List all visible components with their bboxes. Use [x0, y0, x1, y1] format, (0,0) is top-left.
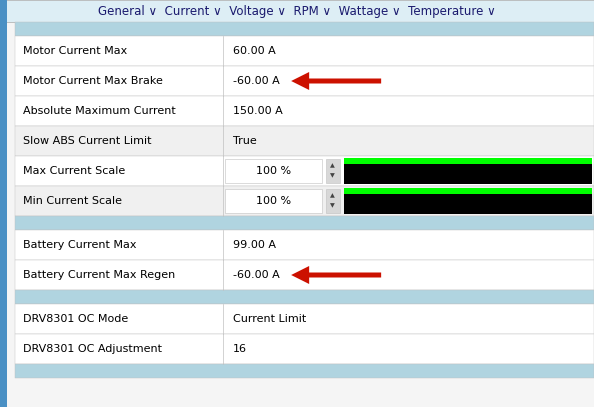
Text: DRV8301 OC Mode: DRV8301 OC Mode — [23, 314, 128, 324]
Bar — [15, 36, 594, 66]
Bar — [15, 66, 594, 96]
Bar — [15, 260, 594, 290]
Bar — [15, 304, 594, 334]
Bar — [15, 22, 594, 36]
Text: Motor Current Max: Motor Current Max — [23, 46, 127, 56]
Bar — [343, 188, 592, 194]
Text: 100 %: 100 % — [255, 166, 290, 176]
Polygon shape — [291, 72, 381, 90]
Text: Min Current Scale: Min Current Scale — [23, 196, 122, 206]
Bar — [15, 216, 594, 230]
Text: ▼: ▼ — [330, 173, 335, 179]
Bar — [225, 189, 321, 213]
Text: -60.00 A: -60.00 A — [233, 270, 280, 280]
Text: Motor Current Max Brake: Motor Current Max Brake — [23, 76, 163, 86]
Text: ▲: ▲ — [330, 193, 335, 199]
Text: Slow ABS Current Limit: Slow ABS Current Limit — [23, 136, 151, 146]
Text: ▲: ▲ — [330, 164, 335, 168]
Text: Battery Current Max: Battery Current Max — [23, 240, 137, 250]
Bar — [15, 364, 594, 378]
Text: -60.00 A: -60.00 A — [233, 76, 280, 86]
Bar — [326, 189, 340, 213]
Bar — [15, 96, 594, 126]
Text: General ∨  Current ∨  Voltage ∨  RPM ∨  Wattage ∨  Temperature ∨: General ∨ Current ∨ Voltage ∨ RPM ∨ Watt… — [98, 4, 496, 18]
Text: 99.00 A: 99.00 A — [233, 240, 276, 250]
Bar — [15, 290, 594, 304]
Text: DRV8301 OC Adjustment: DRV8301 OC Adjustment — [23, 344, 162, 354]
Text: Current Limit: Current Limit — [233, 314, 306, 324]
Bar — [326, 159, 340, 183]
Bar — [343, 158, 592, 184]
Bar — [15, 186, 594, 216]
Bar — [343, 158, 592, 164]
Polygon shape — [291, 266, 381, 284]
Bar — [225, 159, 321, 183]
Text: 60.00 A: 60.00 A — [233, 46, 276, 56]
Text: ▼: ▼ — [330, 204, 335, 208]
Text: Max Current Scale: Max Current Scale — [23, 166, 125, 176]
Text: 150.00 A: 150.00 A — [233, 106, 283, 116]
Bar — [15, 334, 594, 364]
Text: 100 %: 100 % — [255, 196, 290, 206]
Text: Battery Current Max Regen: Battery Current Max Regen — [23, 270, 175, 280]
Bar — [15, 156, 594, 186]
Text: True: True — [233, 136, 257, 146]
Bar — [0, 0, 7, 407]
Bar — [15, 126, 594, 156]
Text: Absolute Maximum Current: Absolute Maximum Current — [23, 106, 176, 116]
Bar — [343, 188, 592, 214]
Bar — [15, 230, 594, 260]
Bar — [0, 0, 594, 22]
Text: 16: 16 — [233, 344, 247, 354]
